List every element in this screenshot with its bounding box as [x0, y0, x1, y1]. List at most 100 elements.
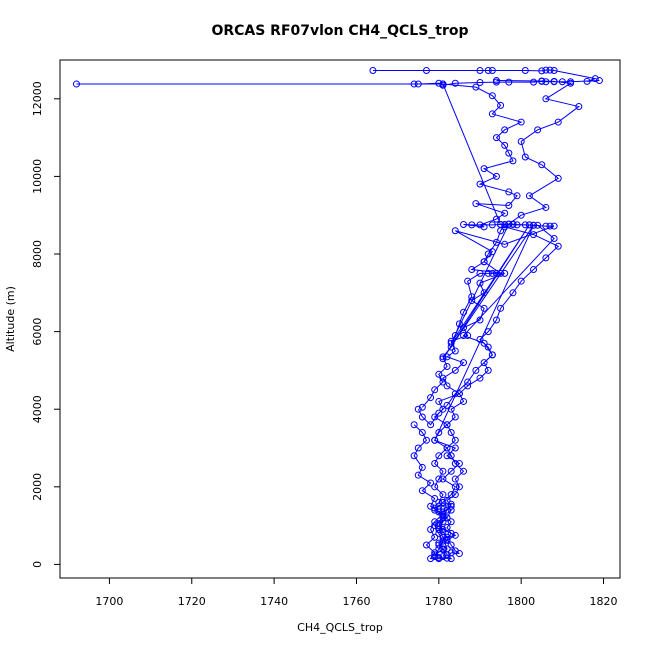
x-tick-label: 1800: [507, 595, 535, 608]
data-point: [575, 103, 583, 111]
data-point: [435, 452, 443, 460]
data-point: [505, 149, 513, 157]
chart-title: ORCAS RF07vlon CH4_QCLS_trop: [211, 23, 468, 39]
data-point: [468, 266, 476, 274]
data-point: [447, 500, 455, 508]
data-point: [435, 508, 443, 516]
x-axis-label: CH4_QCLS_trop: [297, 621, 383, 634]
data-point: [460, 331, 468, 339]
data-point: [451, 331, 459, 339]
x-tick-label: 1720: [178, 595, 206, 608]
data-point: [443, 421, 451, 429]
series-line: [417, 224, 555, 426]
data-point: [422, 541, 430, 549]
data-point: [439, 355, 447, 363]
data-point: [455, 483, 463, 491]
data-point: [550, 222, 558, 230]
data-point: [451, 79, 459, 87]
y-axis: 0 2000 4000 6000 8000 10000 12000: [31, 81, 60, 568]
data-point: [509, 221, 517, 229]
data-point: [443, 545, 451, 553]
series-4: [414, 221, 558, 429]
data-point: [439, 518, 447, 526]
data-point: [443, 401, 451, 409]
data-point: [501, 209, 509, 217]
data-point: [418, 463, 426, 471]
data-point: [497, 304, 505, 312]
data-point: [464, 277, 472, 285]
data-point: [460, 308, 468, 316]
data-point: [530, 231, 538, 239]
data-point: [472, 200, 480, 208]
data-point: [480, 339, 488, 347]
data-point: [414, 444, 422, 452]
data-point: [451, 347, 459, 355]
data-point: [451, 483, 459, 491]
plot-frame: [59, 59, 621, 579]
data-point: [550, 66, 558, 74]
data-point: [542, 66, 550, 74]
data-point: [484, 328, 492, 336]
y-tick-label: 0: [31, 561, 44, 568]
series-line: [442, 83, 502, 225]
data-point: [480, 165, 488, 173]
data-point: [488, 351, 496, 359]
data-point: [542, 254, 550, 262]
data-point: [410, 80, 418, 88]
data-point: [472, 366, 480, 374]
data-point: [538, 77, 546, 85]
data-point: [492, 77, 500, 85]
data-point: [517, 118, 525, 126]
data-point: [435, 475, 443, 483]
data-point: [451, 227, 459, 235]
x-tick-label: 1760: [342, 595, 370, 608]
data-point: [439, 378, 447, 386]
data-point: [460, 221, 468, 229]
data-point: [492, 172, 500, 180]
data-point: [480, 304, 488, 312]
x-tick-label: 1780: [425, 595, 453, 608]
data-point: [451, 390, 459, 398]
data-point: [431, 413, 439, 421]
data-point: [427, 421, 435, 429]
data-point: [447, 541, 455, 549]
data-point: [464, 382, 472, 390]
data-point: [439, 510, 447, 518]
data-point: [369, 66, 377, 74]
y-tick-label: 2000: [31, 473, 44, 501]
data-point: [435, 79, 443, 87]
data-point: [492, 316, 500, 324]
data-point: [431, 436, 439, 444]
data-point: [513, 192, 521, 200]
data-point: [439, 80, 447, 88]
data-point: [480, 359, 488, 367]
data-point: [488, 66, 496, 74]
data-point: [497, 101, 505, 109]
data-point: [431, 549, 439, 557]
data-point: [460, 467, 468, 475]
data-point: [476, 279, 484, 287]
y-tick-label: 10000: [31, 159, 44, 194]
data-point: [72, 80, 80, 88]
data-point: [468, 293, 476, 301]
data-point: [476, 374, 484, 382]
data-point: [505, 78, 513, 86]
data-point: [484, 66, 492, 74]
data-point: [414, 405, 422, 413]
data-point: [501, 141, 509, 149]
data-point: [530, 266, 538, 274]
data-point: [431, 494, 439, 502]
data-point: [591, 75, 599, 83]
data-point: [484, 269, 492, 277]
data-point: [550, 77, 558, 85]
data-point: [451, 491, 459, 499]
data-point: [431, 504, 439, 512]
data-point: [447, 343, 455, 351]
data-point: [418, 403, 426, 411]
data-point: [488, 221, 496, 229]
data-point: [443, 533, 451, 541]
data-point: [554, 242, 562, 250]
data-point: [447, 502, 455, 510]
data-point: [418, 487, 426, 495]
data-point: [476, 316, 484, 324]
